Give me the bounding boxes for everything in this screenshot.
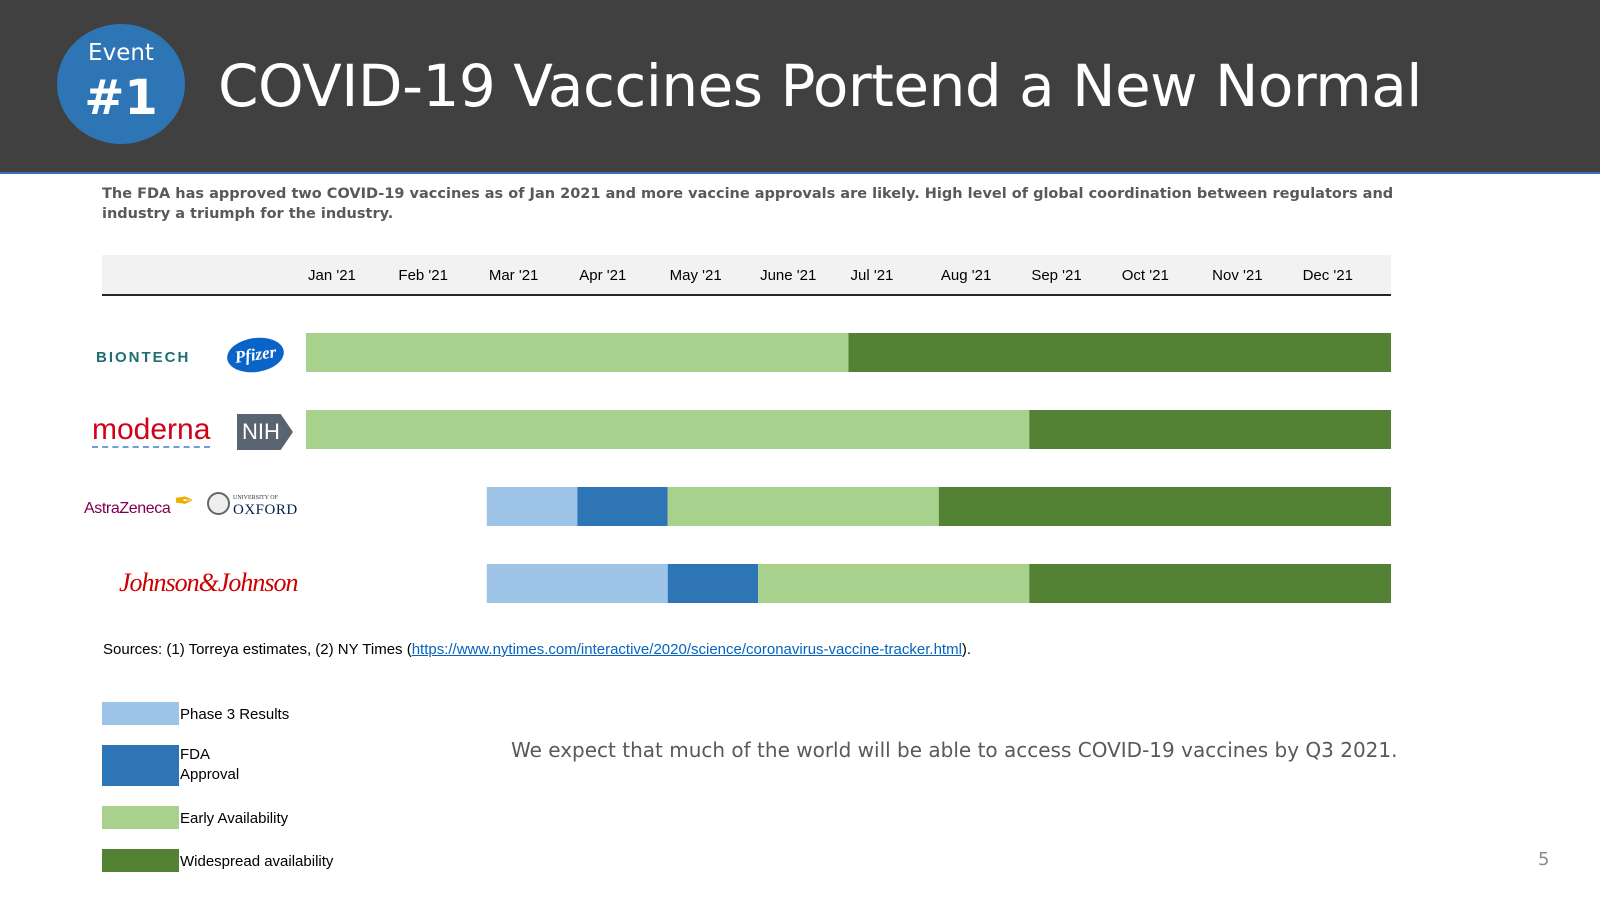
timeline-bar-phase3 (486, 487, 578, 526)
legend-swatch-widespread (102, 849, 179, 872)
event-badge: Event #1 (57, 24, 185, 144)
event-badge-label: Event (88, 40, 154, 66)
timeline-bar-widespread (848, 333, 1391, 372)
biontech-logo: BIONTECH (96, 349, 191, 366)
timeline-bar-fda (667, 564, 759, 603)
legend-swatch-early (102, 806, 179, 829)
timeline-bar-phase3 (486, 564, 668, 603)
legend-label-fda: FDA Approval (180, 746, 240, 783)
month-label: Apr '21 (579, 267, 627, 284)
legend-swatch-fda (102, 745, 179, 786)
month-label: Dec '21 (1302, 267, 1353, 284)
sources-suffix: ). (961, 641, 972, 658)
timeline-bar-early (306, 410, 1030, 449)
timeline-bar-widespread (938, 487, 1391, 526)
legend-swatch-phase3 (102, 702, 179, 725)
month-label: Jan '21 (308, 267, 356, 284)
page-subtitle: The FDA has approved two COVID-19 vaccin… (102, 186, 1394, 222)
month-label: Sep '21 (1031, 267, 1082, 284)
johnson-and-johnson-logo: Johnson&Johnson (119, 568, 299, 597)
page-number: 5 (1538, 849, 1550, 870)
month-label: June '21 (760, 267, 817, 284)
astrazeneca-logo: AstraZeneca (84, 500, 171, 517)
timeline-bar-early (667, 487, 939, 526)
legend-label-widespread: Widespread availability (180, 853, 334, 870)
timeline-bar-early (306, 333, 849, 372)
sources-prefix: Sources: (1) Torreya estimates, (2) NY T… (103, 641, 412, 658)
timeline-bar-widespread (1029, 564, 1391, 603)
nytimes-link[interactable]: https://www.nytimes.com/interactive/2020… (411, 641, 962, 658)
header-banner: Event #1 COVID-19 Vaccines Portend a New… (0, 0, 1600, 174)
pfizer-logo: Pfizer (224, 334, 287, 376)
nih-logo: NIH (237, 414, 293, 450)
month-label: Feb '21 (398, 267, 448, 284)
expectation-note: We expect that much of the world will be… (511, 738, 1398, 762)
page-title: COVID-19 Vaccines Portend a New Normal (218, 52, 1422, 120)
month-header-band: Jan '21 Feb '21 Mar '21 Apr '21 May '21 June … (102, 255, 1391, 296)
legend-label-phase3: Phase 3 Results (180, 706, 290, 723)
oxford-logo-subtext: UNIVERSITY OF (233, 495, 278, 501)
month-label: Oct '21 (1121, 267, 1169, 284)
legend-label-early: Early Availability (180, 810, 289, 827)
oxford-logo: OXFORD (233, 502, 298, 518)
month-label: Aug '21 (940, 267, 992, 284)
month-label: Mar '21 (488, 267, 539, 284)
oxford-seal-icon (207, 492, 230, 515)
moderna-logo: moderna (92, 413, 211, 448)
timeline-bar-widespread (1029, 410, 1391, 449)
event-badge-number: #1 (84, 70, 158, 126)
timeline-bar-early (758, 564, 1030, 603)
month-label: Jul '21 (850, 267, 894, 284)
timeline-bar-fda (577, 487, 668, 526)
astrazeneca-mark-icon: ✒ (174, 487, 195, 515)
month-label: Nov '21 (1212, 267, 1263, 284)
sources-note: Sources: (1) Torreya estimates, (2) NY T… (103, 641, 971, 658)
month-label: May '21 (669, 267, 722, 284)
